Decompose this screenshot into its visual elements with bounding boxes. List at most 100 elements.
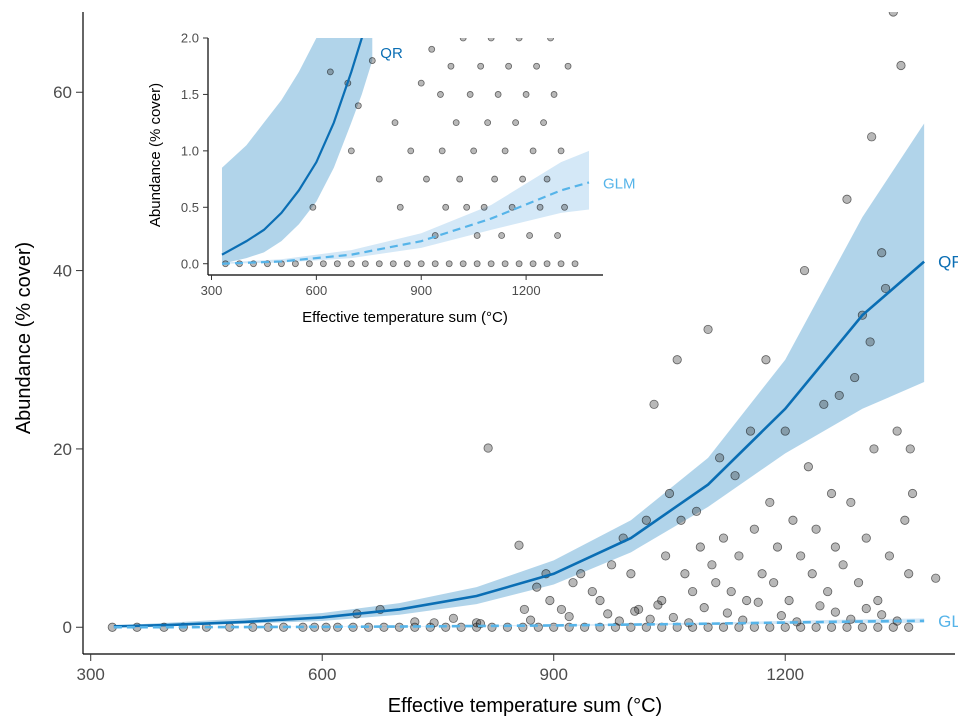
main-point xyxy=(905,444,915,454)
main-point xyxy=(749,524,759,534)
main-point xyxy=(691,506,702,516)
inset-point xyxy=(423,175,430,183)
inset-point xyxy=(522,91,530,98)
inset-band-qr xyxy=(221,38,373,264)
main-point xyxy=(900,515,910,525)
main-point xyxy=(653,600,663,610)
inset-point xyxy=(456,175,464,183)
main-point xyxy=(753,597,763,607)
main-point xyxy=(630,606,640,616)
main-point xyxy=(892,426,902,436)
inset-x-axis-label: Effective temperature sum (°C) xyxy=(302,309,508,326)
inset-line-qr xyxy=(221,38,363,256)
main-point xyxy=(715,453,725,463)
main-point xyxy=(861,533,871,543)
inset-series-label-glm: GLM xyxy=(603,175,636,192)
main-point xyxy=(867,132,877,142)
inset-point xyxy=(487,260,495,268)
inset-point xyxy=(389,260,397,268)
inset-y-tick-label: 0.0 xyxy=(181,256,199,271)
inset-x-tick-label: 1200 xyxy=(512,283,541,298)
main-point xyxy=(603,609,613,619)
main-y-tick-label: 40 xyxy=(53,262,72,281)
inset-point xyxy=(533,62,540,70)
inset-x-tick-label: 900 xyxy=(410,283,432,298)
inset-point xyxy=(403,260,411,268)
main-point xyxy=(826,622,837,632)
main-point xyxy=(483,443,493,453)
main-point xyxy=(672,355,682,365)
main-point xyxy=(607,560,617,570)
inset-point xyxy=(466,91,474,98)
main-point xyxy=(664,488,675,499)
inset-point xyxy=(347,147,355,155)
main-point xyxy=(784,595,794,606)
main-x-tick-label: 1200 xyxy=(766,665,804,684)
main-point xyxy=(661,551,671,561)
main-point xyxy=(568,578,578,588)
main-x-tick-label: 300 xyxy=(77,665,105,684)
main-point xyxy=(556,604,567,615)
inset-y-tick-label: 1.5 xyxy=(181,87,199,102)
main-point xyxy=(742,595,752,606)
main-point xyxy=(853,578,864,588)
main-point xyxy=(514,540,524,550)
main-series-label-qr: QR xyxy=(938,253,958,272)
main-point xyxy=(869,444,879,454)
main-y-tick-label: 0 xyxy=(63,618,72,637)
main-x-tick-label: 600 xyxy=(308,665,336,684)
main-y-tick-label: 60 xyxy=(53,83,72,102)
inset-point xyxy=(375,260,383,268)
inset-point xyxy=(470,147,478,155)
inset-point xyxy=(354,102,362,110)
main-point xyxy=(576,569,586,579)
inset-point xyxy=(473,232,481,239)
inset-x-tick-label: 600 xyxy=(306,283,328,298)
main-point xyxy=(761,355,771,365)
main-point xyxy=(487,622,497,632)
inset-point xyxy=(557,147,565,155)
inset-point xyxy=(431,260,439,268)
main-point xyxy=(769,578,779,588)
inset-point xyxy=(445,260,453,268)
main-point xyxy=(614,616,624,626)
main-point xyxy=(834,390,844,401)
main-point xyxy=(819,399,829,409)
inset-plot: QR GLM 300 600 900 1200 0.0 0.5 1.0 1.5 2.0 xyxy=(168,22,636,328)
main-point xyxy=(788,515,798,525)
inset-point xyxy=(498,232,506,239)
inset-point xyxy=(368,57,376,64)
main-point xyxy=(699,603,709,613)
inset-point xyxy=(561,203,568,211)
main-point xyxy=(857,622,867,632)
inset-point xyxy=(361,260,369,268)
inset-point xyxy=(375,175,383,183)
main-point xyxy=(884,551,895,561)
main-point xyxy=(815,601,825,611)
main-point xyxy=(896,60,906,71)
inset-line-glm xyxy=(221,181,590,265)
inset-y-tick-label: 0.5 xyxy=(181,200,199,215)
inset-point xyxy=(319,260,327,268)
inset-point xyxy=(540,119,547,127)
main-point xyxy=(811,524,821,534)
inset-point xyxy=(519,175,527,183)
main-point xyxy=(688,586,698,597)
main-point xyxy=(877,610,887,620)
main-point xyxy=(796,551,806,561)
main-point xyxy=(726,586,736,597)
inset-point xyxy=(391,119,399,127)
main-point xyxy=(448,613,459,623)
main-point xyxy=(532,582,542,592)
inset-y-axis-label: Abundance (% cover) xyxy=(147,83,164,227)
main-plot: QR GLM 300 600 900 1200 0 20 40 60 xyxy=(53,12,958,684)
inset-point xyxy=(459,260,467,268)
inset-point xyxy=(442,203,450,211)
main-point xyxy=(830,607,840,617)
inset-band-glm xyxy=(221,150,590,264)
main-point xyxy=(518,622,528,632)
main-point xyxy=(873,595,883,606)
main-point xyxy=(587,586,597,597)
main-point xyxy=(931,573,941,583)
